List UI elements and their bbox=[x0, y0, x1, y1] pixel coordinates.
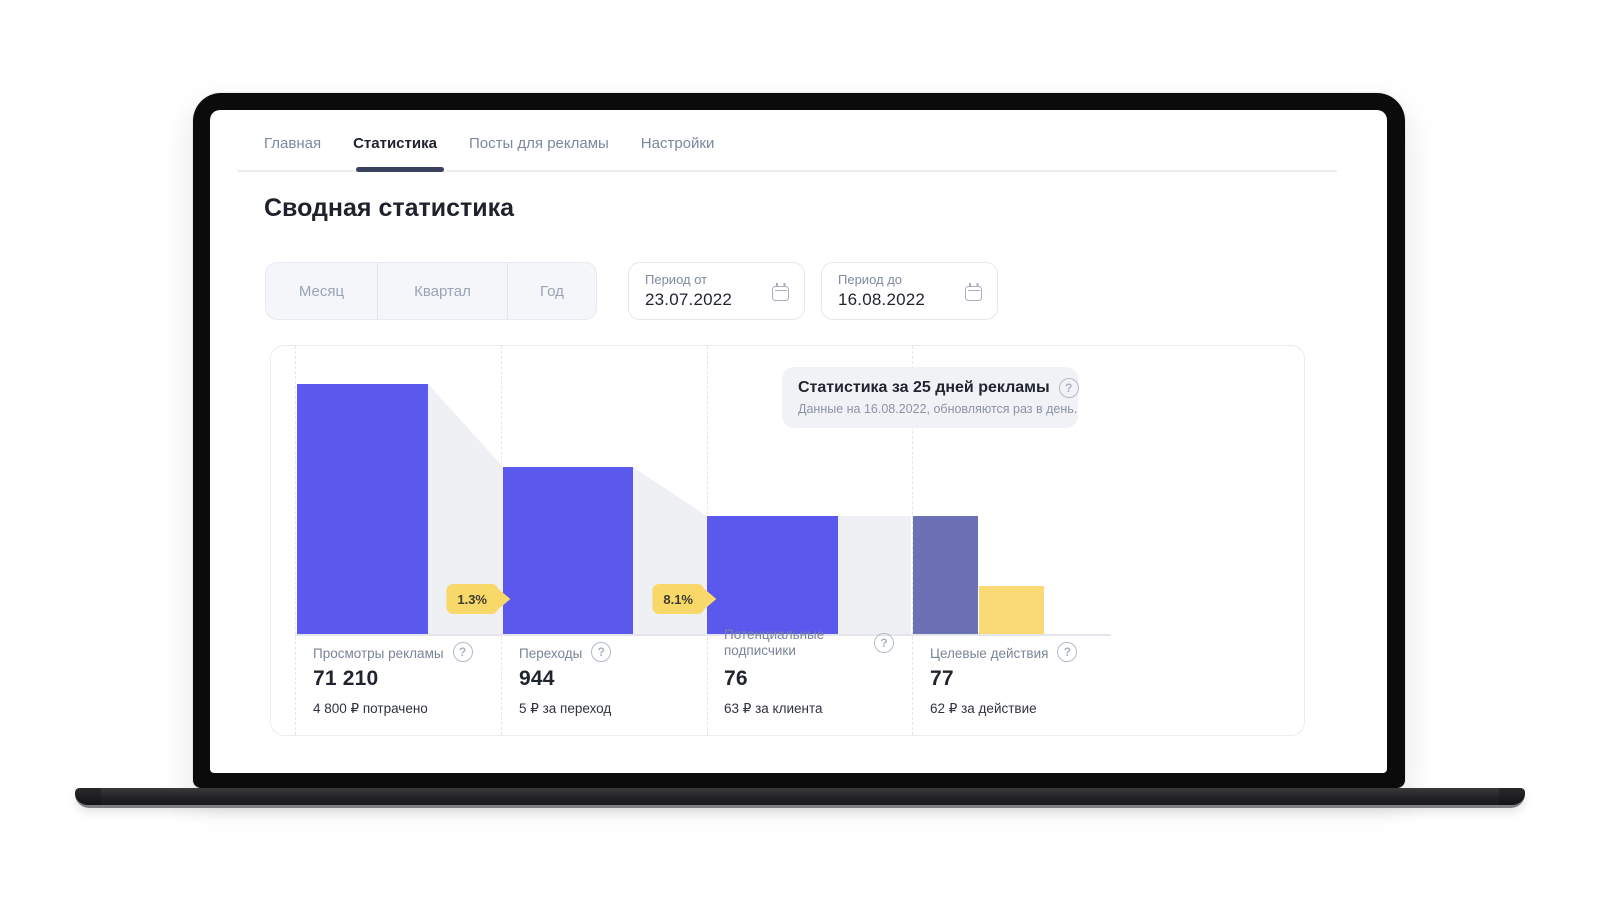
bar-clicks bbox=[503, 467, 633, 634]
metric-value: 76 bbox=[724, 667, 748, 690]
metric-label: Просмотры рекламы bbox=[313, 646, 444, 661]
calendar-icon bbox=[772, 282, 789, 301]
date-to-value: 16.08.2022 bbox=[838, 290, 926, 309]
bar-actions-extra bbox=[979, 586, 1044, 634]
tab-statistics[interactable]: Статистика bbox=[353, 135, 437, 152]
metric-note: 63 ₽ за клиента bbox=[724, 701, 823, 716]
metric-label: Целевые действия bbox=[930, 646, 1049, 661]
laptop-lid: Главная Статистика Посты для рекламы Нас… bbox=[193, 93, 1405, 788]
tab-ad-posts[interactable]: Посты для рекламы bbox=[468, 135, 609, 152]
metric-subscribers: Потенциальные подписчики 76 63 ₽ за клие… bbox=[724, 624, 920, 717]
metric-clicks: Переходы 944 5 ₽ за переход bbox=[519, 624, 715, 717]
metric-label: Потенциальные подписчики bbox=[724, 627, 825, 658]
metric-note: 62 ₽ за действие bbox=[930, 701, 1037, 716]
active-tab-underline bbox=[356, 167, 444, 172]
metric-views: Просмотры рекламы 71 210 4 800 ₽ потраче… bbox=[313, 624, 509, 717]
connector-subscribers-actions bbox=[838, 516, 911, 634]
help-icon[interactable] bbox=[591, 642, 612, 662]
x-axis-line bbox=[295, 634, 1111, 636]
metric-value: 77 bbox=[930, 667, 954, 690]
date-from-label: Период от bbox=[645, 272, 708, 287]
metric-value: 944 bbox=[519, 667, 555, 690]
tab-main[interactable]: Главная bbox=[264, 135, 322, 152]
conversion-tag: 1.3% bbox=[446, 584, 498, 614]
help-icon[interactable] bbox=[1057, 642, 1078, 662]
metric-label: Переходы bbox=[519, 646, 583, 661]
funnel-chart-card: 1.3% 8.1% Статистика за 25 дней рекламы Д… bbox=[270, 345, 1305, 736]
tab-settings[interactable]: Настройки bbox=[640, 135, 715, 152]
bar-subscribers bbox=[707, 516, 838, 634]
gridline bbox=[912, 346, 913, 735]
laptop-screen: Главная Статистика Посты для рекламы Нас… bbox=[210, 110, 1387, 773]
date-from-field[interactable]: Период от 23.07.2022 bbox=[628, 262, 805, 320]
tooltip-title: Статистика за 25 дней рекламы bbox=[798, 379, 1050, 396]
funnel-plot: 1.3% 8.1% bbox=[271, 346, 1304, 735]
help-icon[interactable] bbox=[1058, 378, 1079, 398]
tooltip-subtitle: Данные на 16.08.2022, обновляются раз в … bbox=[798, 402, 1078, 416]
chart-info-tooltip: Статистика за 25 дней рекламы Данные на … bbox=[782, 367, 1079, 428]
conversion-tag: 8.1% bbox=[652, 584, 704, 614]
date-to-label: Период до bbox=[838, 272, 903, 287]
bar-views bbox=[297, 384, 428, 634]
period-preset-group: Месяц Квартал Год bbox=[265, 262, 597, 320]
laptop-base bbox=[75, 788, 1525, 808]
bar-actions bbox=[913, 516, 978, 634]
nav-separator bbox=[238, 170, 1337, 172]
preset-month-button[interactable]: Месяц bbox=[266, 263, 378, 319]
date-to-field[interactable]: Период до 16.08.2022 bbox=[821, 262, 998, 320]
metric-value: 71 210 bbox=[313, 667, 379, 690]
help-icon[interactable] bbox=[874, 633, 894, 653]
date-from-value: 23.07.2022 bbox=[645, 290, 733, 309]
preset-year-button[interactable]: Год bbox=[540, 282, 564, 300]
metric-actions: Целевые действия 77 62 ₽ за действие bbox=[930, 624, 1126, 717]
gridline bbox=[295, 346, 296, 735]
preset-quarter-button[interactable]: Квартал bbox=[378, 263, 508, 319]
top-navigation: Главная Статистика Посты для рекламы Нас… bbox=[264, 135, 714, 152]
page-title: Сводная статистика bbox=[264, 194, 515, 222]
metric-note: 4 800 ₽ потрачено bbox=[313, 701, 428, 716]
calendar-icon bbox=[965, 282, 982, 301]
help-icon[interactable] bbox=[452, 642, 473, 662]
metric-note: 5 ₽ за переход bbox=[519, 701, 612, 716]
